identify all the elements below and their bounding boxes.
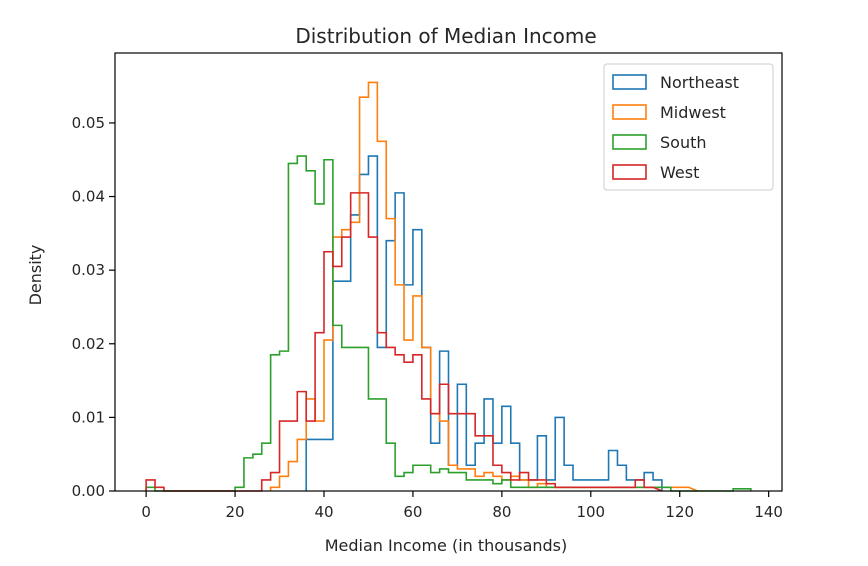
legend-label-midwest: Midwest: [660, 103, 726, 122]
legend: Northeast Midwest South West: [603, 63, 774, 191]
x-tick-label: 120: [665, 503, 694, 521]
x-tick-label: 140: [754, 503, 783, 521]
x-tick-label: 20: [226, 503, 245, 521]
legend-swatch-west: [612, 164, 647, 180]
legend-swatch-south: [612, 134, 647, 150]
series-northeast: [305, 155, 663, 491]
y-tick-label: 0.02: [72, 335, 105, 353]
x-tick-label: 0: [141, 503, 151, 521]
legend-label-south: South: [660, 133, 707, 152]
legend-swatch-midwest: [612, 104, 647, 120]
legend-swatch-northeast: [612, 74, 647, 90]
y-tick-label: 0.03: [72, 261, 105, 279]
legend-box: [603, 63, 774, 191]
x-axis-title: Median Income (in thousands): [325, 536, 568, 555]
chart-title: Distribution of Median Income: [295, 24, 596, 48]
x-tick-label: 80: [492, 503, 511, 521]
y-tick-label: 0.00: [72, 482, 105, 500]
x-tick-label: 40: [314, 503, 333, 521]
x-tick-label: 60: [403, 503, 422, 521]
legend-label-northeast: Northeast: [660, 73, 739, 92]
y-tick-label: 0.01: [72, 408, 105, 426]
y-axis: 0.00 0.01 0.02 0.03 0.04 0.05: [72, 114, 115, 500]
x-tick-label: 100: [576, 503, 605, 521]
plot-frame: [114, 52, 783, 492]
y-tick-label: 0.05: [72, 114, 105, 132]
legend-label-west: West: [660, 163, 699, 182]
y-axis-title: Density: [26, 245, 45, 306]
y-tick-label: 0.04: [72, 188, 105, 206]
plot-border: [114, 52, 783, 492]
x-axis: 0 20 40 60 80 100 120 140: [141, 491, 783, 521]
